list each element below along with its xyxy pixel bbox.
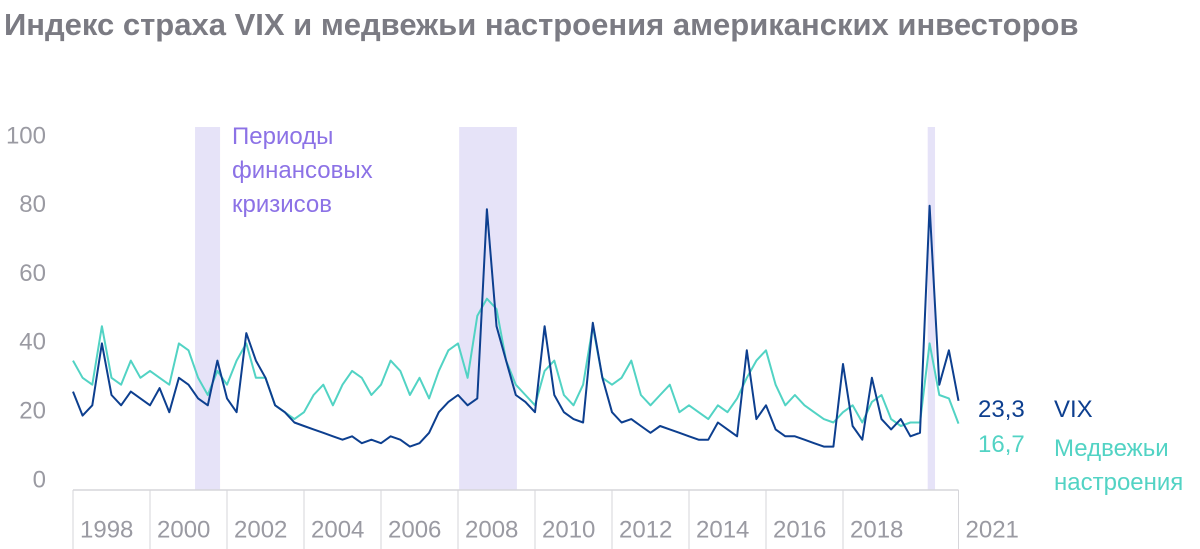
x-tick-label: 2021	[966, 516, 1019, 543]
end-value-label: 23,3	[978, 396, 1025, 423]
x-tick-label: 2012	[619, 516, 672, 543]
y-tick-label: 40	[19, 329, 46, 356]
x-tick-label: 2010	[542, 516, 595, 543]
y-tick-label: 100	[6, 122, 46, 149]
annotation: Периоды финансовых кризисов	[232, 123, 373, 218]
x-tick-label: 2008	[465, 516, 518, 543]
legend-label: VIX	[1054, 396, 1093, 423]
x-tick-label: 1998	[80, 516, 133, 543]
x-tick-label: 2004	[311, 516, 364, 543]
crisis-band	[927, 127, 936, 490]
x-tick-label: 2016	[773, 516, 826, 543]
chart-title: Индекс страха VIX и медвежьи настроения …	[4, 7, 1079, 42]
x-tick-label: 2000	[157, 516, 210, 543]
x-tick-label: 2018	[850, 516, 903, 543]
crisis-band	[459, 127, 517, 490]
y-tick-label: 20	[19, 398, 46, 425]
x-tick-label: 2006	[388, 516, 441, 543]
y-tick-label: 80	[19, 191, 46, 218]
legend-label: Медвежьи настроения	[1054, 435, 1184, 496]
series-line	[72, 204, 960, 448]
x-tick-label: 2002	[234, 516, 287, 543]
x-tick-label: 2014	[696, 516, 749, 543]
end-value-label: 16,7	[978, 431, 1025, 458]
y-tick-label: 60	[19, 260, 46, 287]
y-tick-label: 0	[33, 466, 46, 493]
crisis-band	[195, 127, 221, 490]
